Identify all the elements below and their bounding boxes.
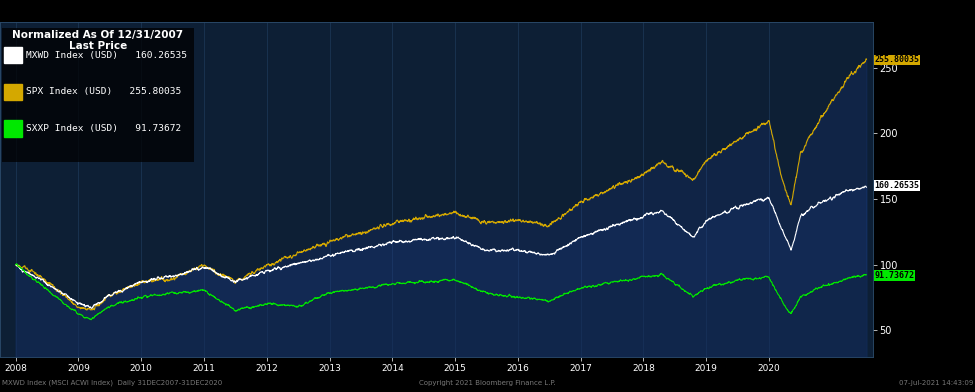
Bar — [4, 47, 21, 64]
Text: SPX Index (USD)   255.80035: SPX Index (USD) 255.80035 — [26, 87, 181, 96]
Text: 160.26535: 160.26535 — [875, 181, 919, 190]
Text: Copyright 2021 Bloomberg Finance L.P.: Copyright 2021 Bloomberg Finance L.P. — [419, 380, 556, 386]
Text: SXXP Index (USD)   91.73672: SXXP Index (USD) 91.73672 — [26, 124, 181, 133]
FancyBboxPatch shape — [2, 28, 194, 162]
Bar — [4, 83, 21, 100]
Text: Normalized As Of 12/31/2007: Normalized As Of 12/31/2007 — [12, 30, 183, 40]
Text: 07-Jul-2021 14:43:09: 07-Jul-2021 14:43:09 — [899, 380, 973, 386]
Text: 255.80035: 255.80035 — [875, 55, 919, 64]
Text: MXWD Index (MSCI ACWI Index)  Daily 31DEC2007-31DEC2020: MXWD Index (MSCI ACWI Index) Daily 31DEC… — [2, 380, 222, 387]
Text: MXWD Index (USD)   160.26535: MXWD Index (USD) 160.26535 — [26, 51, 187, 60]
Bar — [4, 120, 21, 137]
Text: Last Price: Last Price — [68, 41, 127, 51]
Text: 91.73672: 91.73672 — [875, 271, 915, 280]
